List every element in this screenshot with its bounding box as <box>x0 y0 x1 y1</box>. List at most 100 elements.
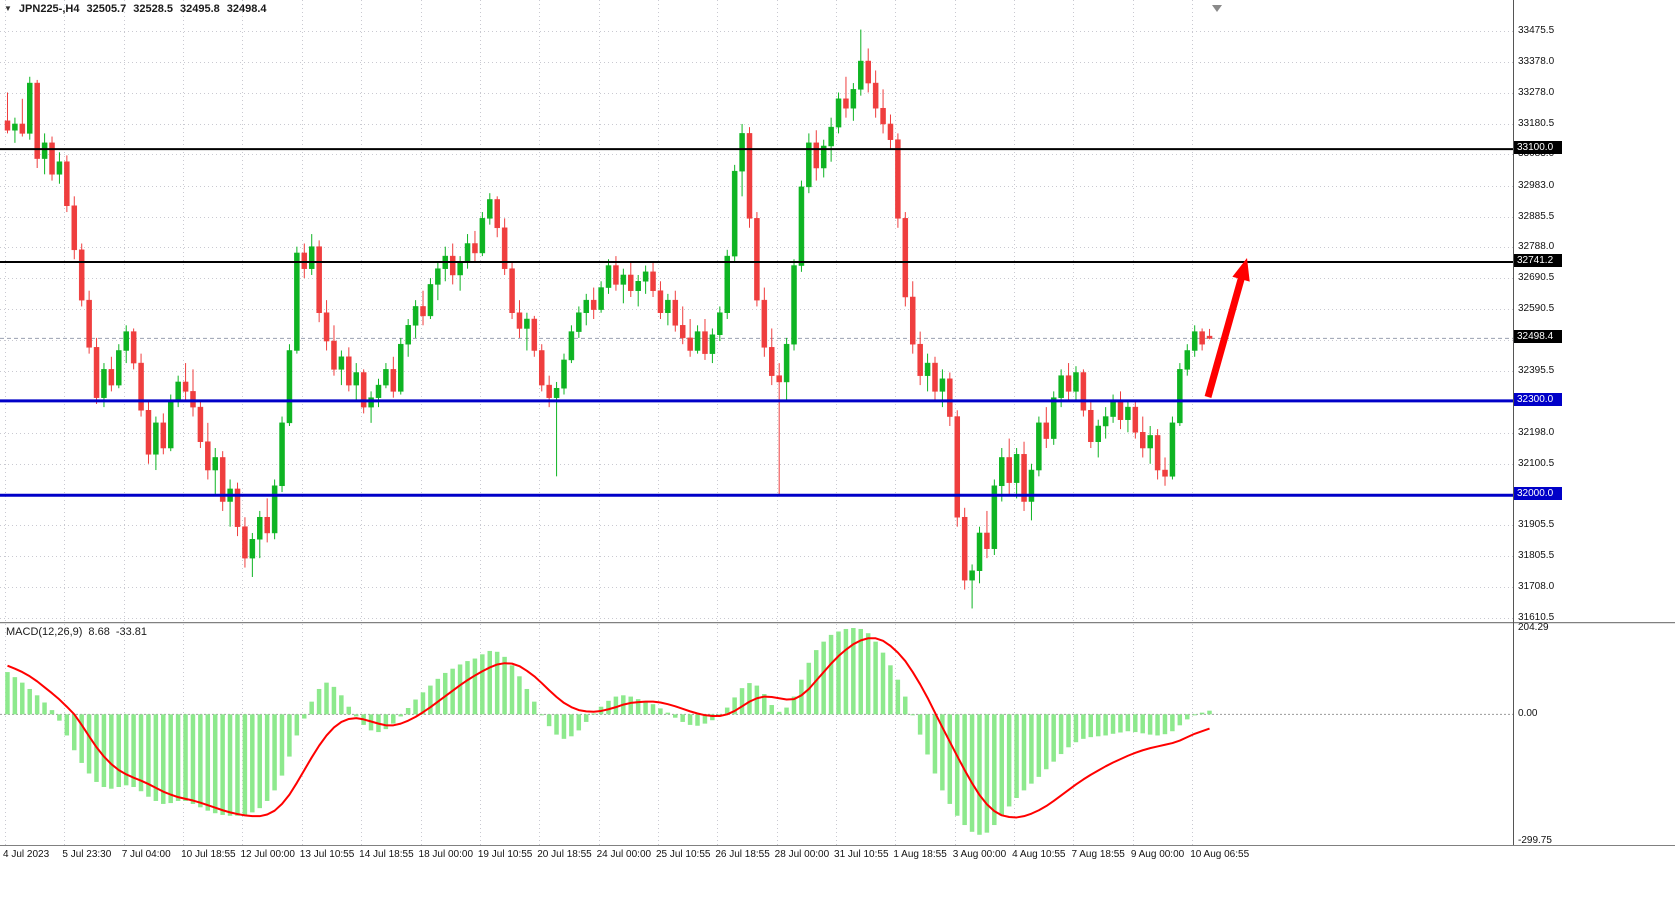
price-tick-label: 33278.0 <box>1518 87 1555 99</box>
macd-histogram-bar <box>5 672 10 715</box>
macd-histogram-bar <box>264 714 270 801</box>
macd-histogram-bar <box>635 699 641 715</box>
macd-histogram-bar <box>524 688 530 715</box>
candle-bull <box>435 268 441 285</box>
dropdown-arrow-icon[interactable]: ▼ <box>4 4 12 13</box>
time-tick-label: 4 Aug 10:55 <box>1012 849 1066 860</box>
candle-bear <box>449 255 456 276</box>
macd-histogram-bar <box>903 696 908 715</box>
candle-bear <box>93 347 100 398</box>
candle-bear <box>687 337 693 351</box>
candle-bull <box>524 318 530 329</box>
candle-bull <box>487 199 493 219</box>
macd-histogram-bar <box>86 714 92 774</box>
candle-bear <box>1199 331 1205 345</box>
macd-histogram-bar <box>732 697 737 715</box>
trend-arrow-head[interactable] <box>1232 258 1250 282</box>
macd-histogram-bar <box>1021 714 1027 791</box>
candle-bull <box>27 82 33 134</box>
macd-histogram-bar <box>294 714 300 736</box>
macd-histogram-bar <box>813 650 819 715</box>
candle-bear <box>1206 335 1213 339</box>
price-tick-label: 32885.5 <box>1518 210 1555 222</box>
time-tick-label: 10 Aug 06:55 <box>1190 849 1250 860</box>
macd-histogram-bar <box>1044 714 1049 770</box>
macd-histogram-bar <box>331 686 337 715</box>
candle-bear <box>776 375 782 383</box>
macd-histogram-bar <box>1066 714 1071 748</box>
candle-bear <box>679 325 686 339</box>
macd-histogram-bar <box>138 714 144 792</box>
candle-bull <box>724 255 730 313</box>
price-tick-label: 32590.5 <box>1518 303 1555 315</box>
macd-histogram-bar <box>851 628 856 715</box>
candle-bull <box>167 400 174 449</box>
macd-histogram-bar <box>272 714 277 791</box>
macd-histogram-bar <box>546 714 552 727</box>
macd-histogram-bar <box>561 714 567 739</box>
macd-histogram-bar <box>784 707 789 715</box>
symbol-timeframe-label: JPN225-,H4 <box>18 3 80 15</box>
macd-histogram-bar <box>398 714 403 717</box>
macd-histogram-bar <box>665 712 671 715</box>
candle-bull <box>1028 469 1035 502</box>
macd-histogram-bar <box>1081 714 1086 739</box>
macd-histogram-bar <box>821 641 826 715</box>
candle-bear <box>947 378 953 417</box>
candle-bear <box>1021 454 1027 502</box>
candle-bear <box>182 381 189 392</box>
candle-bull <box>249 539 256 559</box>
candle-bear <box>1140 432 1146 449</box>
candle-bear <box>984 532 990 549</box>
candle-bear <box>316 246 322 313</box>
candle-bear <box>205 441 211 471</box>
macd-name: MACD(12,26,9) <box>6 626 83 638</box>
macd-histogram-bar <box>175 714 181 801</box>
macd-histogram-bar <box>20 682 25 715</box>
candle-bear <box>234 488 241 527</box>
macd-histogram-bar <box>227 714 233 816</box>
candle-bull <box>791 265 797 345</box>
candle-bull <box>1169 422 1176 477</box>
macd-histogram-bar <box>1140 714 1145 734</box>
candle-bear <box>961 516 968 581</box>
candle-bear <box>108 369 115 386</box>
candle-bear <box>49 142 55 175</box>
candle-bull <box>1110 400 1116 417</box>
candle-bear <box>887 123 894 140</box>
time-tick-label: 26 Jul 18:55 <box>715 849 770 860</box>
candle-bear <box>494 199 500 229</box>
candle-bull <box>1095 425 1101 442</box>
time-tick-label: 14 Jul 18:55 <box>359 849 414 860</box>
candle-bull <box>969 570 975 581</box>
candle-bull <box>850 89 857 109</box>
ohlc-low-value: 32495.8 <box>180 3 220 15</box>
macd-histogram-bar <box>888 665 893 715</box>
chart-shift-marker[interactable] <box>1212 5 1222 12</box>
candle-bear <box>769 347 775 376</box>
candle-bull <box>598 287 604 310</box>
macd-histogram-bar <box>212 714 218 814</box>
macd-histogram-bar <box>205 714 211 811</box>
ohlc-close-value: 32498.4 <box>226 3 267 15</box>
candle-bear <box>501 227 508 269</box>
trend-arrow-shaft[interactable] <box>1204 274 1246 398</box>
candle-bear <box>909 296 916 345</box>
candle-bull <box>1102 416 1109 427</box>
candle-bull <box>175 381 181 402</box>
macd-histogram-bar <box>658 708 663 715</box>
macd-histogram-bar <box>687 714 693 725</box>
macd-histogram-bar <box>161 714 166 804</box>
candle-bear <box>472 243 478 254</box>
macd-histogram-bar <box>702 714 708 724</box>
macd-histogram-bar <box>969 714 975 832</box>
candle-bear <box>872 82 879 109</box>
macd-histogram-bar <box>198 714 203 808</box>
macd-histogram-bar <box>954 714 960 816</box>
candle-bull <box>56 161 63 175</box>
price-badge-32000.0: 32000.0 <box>1514 487 1562 501</box>
macd-histogram-bar <box>776 711 782 715</box>
price-badge-33100.0: 33100.0 <box>1514 141 1562 155</box>
candle-bear <box>331 340 337 370</box>
